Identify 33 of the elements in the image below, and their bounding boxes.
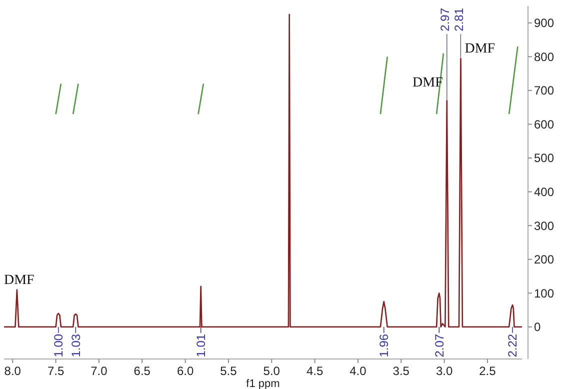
x-tick-label: 7.5: [47, 364, 64, 378]
y-tick-label: 0: [534, 320, 541, 334]
y-tick-label: 400: [534, 184, 554, 199]
y-tick-label: 500: [534, 151, 554, 166]
y-tick-label: 900: [534, 16, 554, 30]
x-tick-label: 6.0: [176, 364, 194, 378]
y-tick-label: 600: [534, 117, 554, 132]
annotation: 1.96: [377, 334, 392, 358]
x-tick-label: 5.0: [263, 364, 280, 378]
y-tick-label: 800: [534, 50, 554, 64]
annotation: 2.97: [438, 8, 452, 32]
x-tick-label: 7.0: [90, 364, 108, 378]
annotation: DMF: [4, 272, 35, 288]
annotation: 1.00: [52, 334, 66, 358]
annotation: 2.07: [432, 334, 446, 358]
x-tick-label: 3.5: [392, 364, 410, 378]
y-tick-label: 100: [534, 286, 554, 300]
annotation: 2.22: [506, 334, 520, 358]
x-tick-label: 5.5: [220, 364, 238, 378]
annotation: 1.03: [68, 334, 83, 358]
annotation: 2.81: [452, 8, 466, 32]
x-tick-label: 6.5: [134, 364, 151, 378]
y-tick-label: 200: [534, 252, 554, 267]
x-axis-title: f1 ppm: [246, 378, 280, 389]
x-tick-label: 3.0: [436, 364, 453, 378]
x-tick-label: 2.5: [479, 364, 496, 378]
y-tick-label: 700: [534, 84, 554, 98]
y-tick-label: 300: [534, 218, 554, 233]
x-tick-label: 4.5: [306, 364, 324, 378]
annotation: 1.01: [194, 334, 208, 358]
x-tick-label: 4.0: [350, 364, 367, 378]
annotation: DMF: [464, 41, 496, 56]
x-tick-label: 8.0: [4, 364, 22, 378]
